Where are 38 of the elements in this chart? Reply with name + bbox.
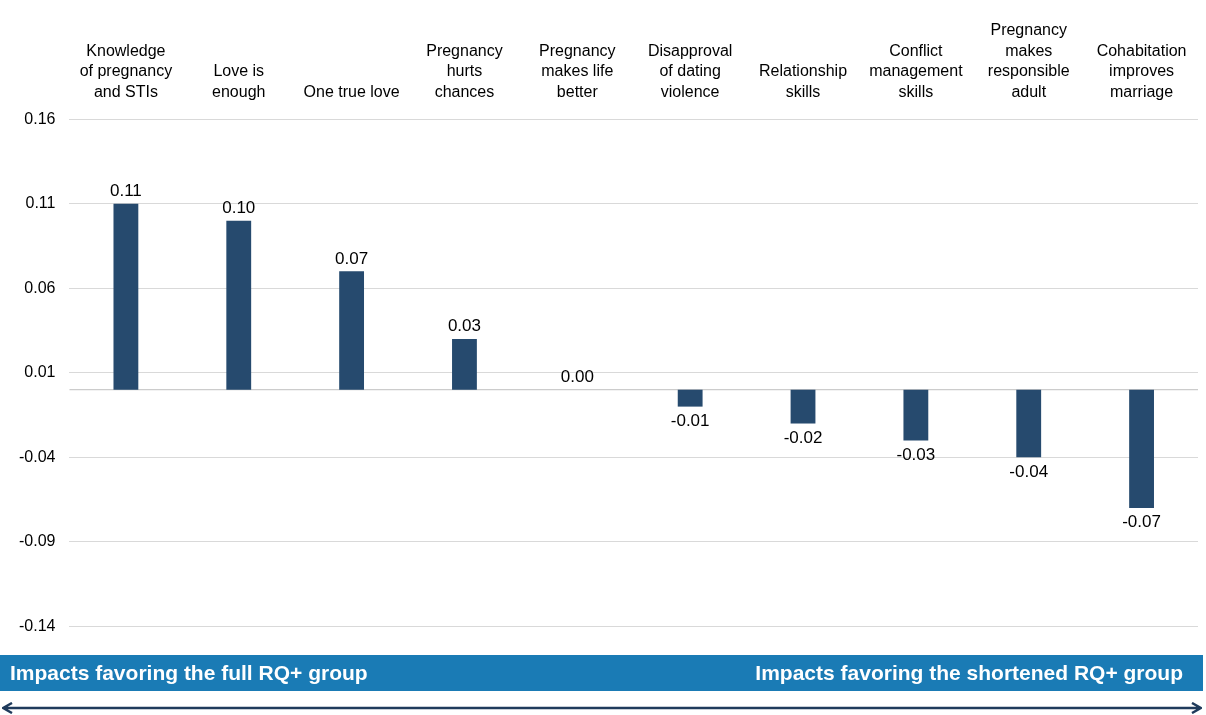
x-tick-label: Knowledge of pregnancy and STIs	[79, 41, 173, 101]
y-tick-label: -0.14	[19, 616, 56, 634]
bar	[677, 389, 703, 407]
y-tick-label: -0.09	[19, 532, 56, 550]
data-label: -0.01	[670, 410, 710, 430]
x-tick-label: Cohabitation improves marriage	[1096, 41, 1187, 101]
data-label: -0.03	[896, 444, 936, 464]
bar	[1016, 389, 1042, 458]
y-tick-label: 0.16	[24, 109, 56, 127]
bar	[790, 389, 816, 424]
x-tick-label: Conflict management skills	[869, 41, 964, 101]
data-label: 0.07	[335, 248, 369, 268]
x-tick-label: Pregnancy makes responsible adult	[987, 20, 1070, 101]
data-label: -0.07	[1122, 512, 1161, 532]
bar	[113, 203, 139, 390]
data-label: 0.03	[447, 316, 481, 336]
x-tick-label: One true love	[303, 83, 400, 101]
y-tick-label: -0.04	[19, 447, 56, 465]
x-tick-label: Pregnancy hurts chances	[426, 41, 503, 101]
y-tick-label: 0.06	[24, 278, 56, 296]
y-tick-label: 0.01	[24, 363, 56, 381]
data-label: 0.00	[560, 366, 594, 386]
data-label: 0.10	[222, 197, 256, 217]
bar	[339, 271, 365, 390]
bar	[452, 338, 477, 390]
data-label: -0.02	[783, 427, 823, 447]
bar	[1129, 389, 1154, 509]
y-tick-label: 0.11	[25, 194, 56, 212]
x-tick-label: Disapproval of dating violence	[647, 41, 733, 101]
x-tick-label: Relationship skills	[758, 62, 848, 101]
data-label: -0.04	[1009, 461, 1049, 481]
data-label: 0.11	[109, 180, 142, 200]
x-tick-label: Pregnancy makes life better	[539, 41, 616, 101]
bar	[226, 220, 252, 390]
x-tick-label: Love is enough	[212, 62, 266, 101]
bar	[903, 389, 929, 441]
text: Impacts favoring the full RQ+ group	[10, 661, 368, 685]
text: Impacts favoring the shortened RQ+ group	[755, 661, 1183, 685]
